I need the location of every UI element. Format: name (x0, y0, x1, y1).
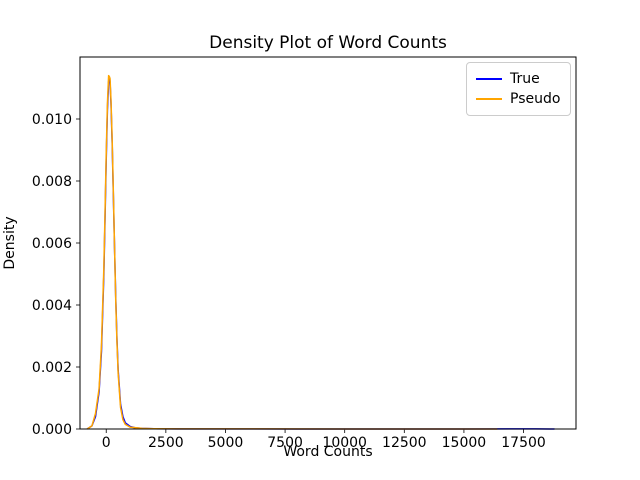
chart-title: Density Plot of Word Counts (209, 33, 447, 53)
x-tick-label: 2500 (148, 435, 184, 451)
y-tick-label: 0.008 (32, 174, 72, 190)
legend: True Pseudo (466, 62, 572, 116)
x-tick-label: 17500 (501, 435, 546, 451)
x-tick-label: 10000 (322, 435, 367, 451)
y-tick-label: 0.010 (32, 112, 72, 128)
legend-label-pseudo: Pseudo (510, 91, 561, 107)
x-tick-label: 0 (102, 435, 111, 451)
x-tick-label: 7500 (267, 435, 303, 451)
y-tick-label: 0.000 (32, 422, 72, 438)
legend-label-true: True (510, 71, 540, 87)
legend-line-sample-pseudo (476, 98, 502, 100)
legend-entry-true: True (476, 69, 560, 89)
y-tick-label: 0.002 (32, 360, 72, 376)
series-line-true (86, 76, 555, 430)
x-tick-label: 15000 (442, 435, 487, 451)
axes-frame (79, 56, 577, 430)
x-axis-label: Word Counts (283, 444, 373, 460)
y-tick-label: 0.004 (32, 298, 72, 314)
y-axis-label: Density (2, 216, 18, 270)
x-tick-label: 5000 (208, 435, 244, 451)
legend-entry-pseudo: Pseudo (476, 89, 560, 109)
legend-line-sample-true (476, 78, 502, 80)
x-tick-label: 12500 (382, 435, 427, 451)
series-line-pseudo (86, 74, 498, 430)
y-tick-label: 0.006 (32, 236, 72, 252)
